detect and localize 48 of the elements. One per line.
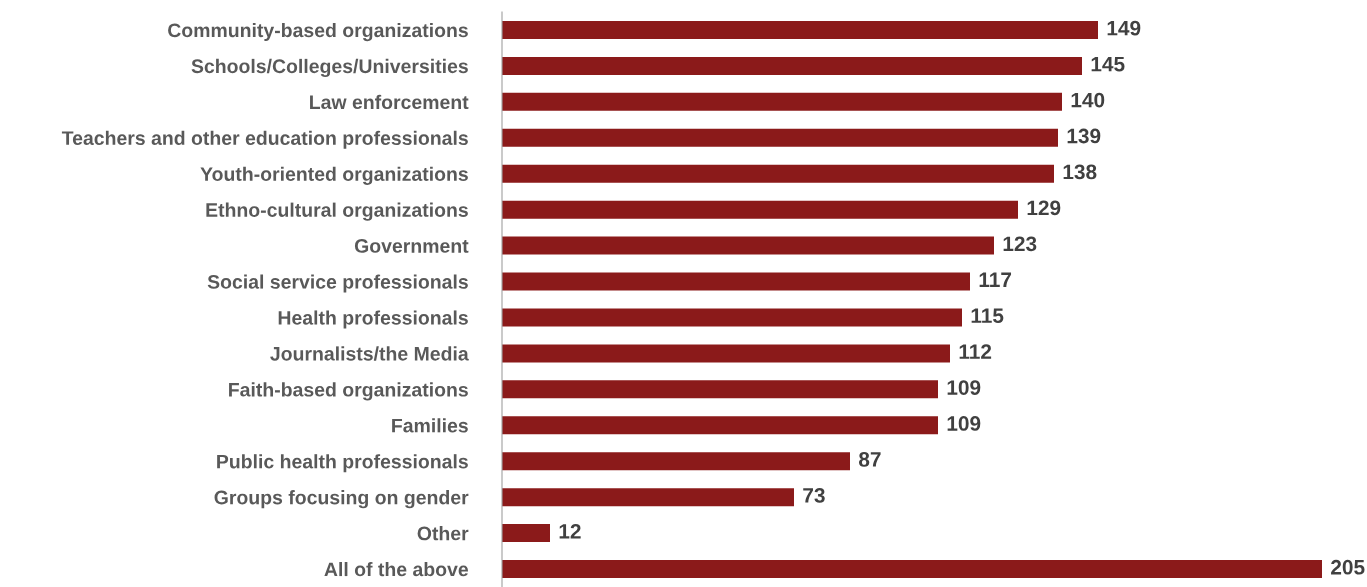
y-tick-label: All of the above (324, 561, 469, 577)
data-label: 109 (947, 380, 981, 395)
data-label: 12 (559, 523, 581, 539)
data-label: 139 (1067, 128, 1101, 144)
y-tick-label: Teachers and other education professionals (61, 130, 468, 149)
y-tick-label: Law enforcement (310, 94, 469, 110)
y-tick-label: Health professionals (278, 310, 468, 329)
data-label: 129 (1027, 200, 1061, 216)
y-tick-label: Social service professionals (207, 274, 468, 293)
bar (502, 236, 994, 255)
data-label: 117 (979, 272, 1012, 287)
y-tick-label: Government (354, 239, 469, 253)
data-label: 205 (1331, 559, 1365, 575)
bar (502, 56, 1082, 75)
bar (502, 20, 1098, 39)
bar (502, 452, 850, 471)
data-label: 73 (803, 488, 825, 503)
y-tick-label: Community-based organizations (168, 22, 468, 42)
data-label: 115 (971, 308, 1004, 324)
data-label: 109 (947, 416, 981, 431)
bar (502, 92, 1062, 111)
bar (502, 380, 938, 399)
bar (502, 524, 550, 543)
bar (502, 560, 1322, 579)
bar (502, 488, 794, 507)
y-tick-label: Journalists/the Media (270, 346, 469, 361)
bar (502, 308, 962, 327)
y-tick-label: Other (417, 526, 469, 541)
bar (502, 128, 1058, 147)
data-label: 140 (1071, 92, 1105, 108)
bar (502, 416, 938, 435)
bar (502, 200, 1018, 219)
data-label: 87 (858, 452, 881, 467)
y-tick-label: Groups focusing on gender (214, 490, 469, 509)
y-tick-label: Youth-oriented organizations (200, 166, 468, 185)
data-label: 138 (1063, 164, 1097, 180)
y-tick-label: Families (392, 418, 468, 433)
bar (502, 164, 1054, 183)
bar (502, 344, 950, 363)
y-tick-label: Public health professionals (217, 454, 468, 473)
bar (502, 272, 970, 291)
y-tick-label: Schools/Colleges/Universities (191, 58, 468, 78)
data-label: 149 (1107, 20, 1141, 36)
y-tick-label: Faith-based organizations (229, 382, 468, 401)
data-label: 145 (1091, 56, 1125, 72)
data-label: 112 (959, 344, 992, 359)
y-tick-label: Ethno-cultural organizations (206, 202, 468, 221)
data-label: 123 (1003, 236, 1037, 252)
